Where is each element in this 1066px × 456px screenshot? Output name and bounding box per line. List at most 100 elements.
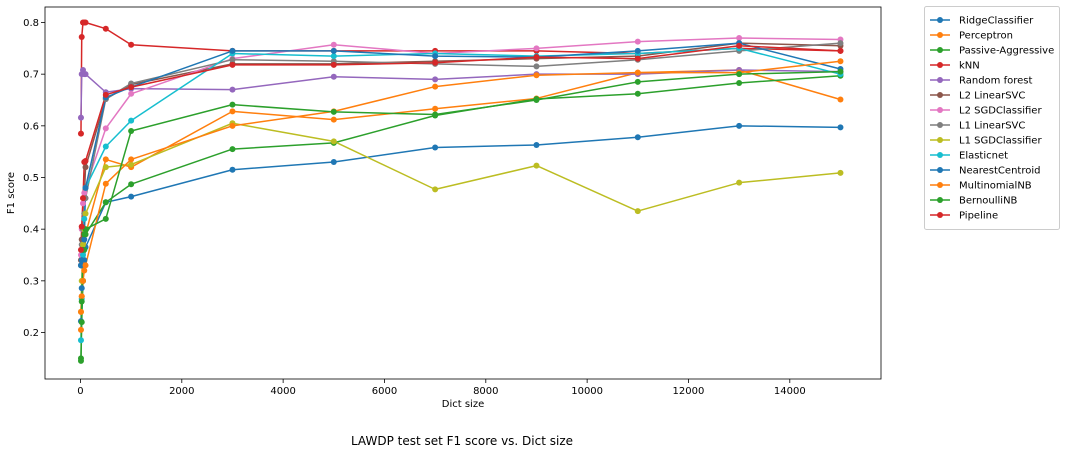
- data-point: [330, 73, 337, 80]
- legend-entry: L1 SGDClassifier: [959, 136, 1042, 147]
- data-point: [634, 69, 641, 76]
- series-line-8: [80, 122, 841, 312]
- data-point: [533, 45, 540, 52]
- legend-swatch-marker: [937, 137, 943, 143]
- legend-entry: Perceptron: [959, 31, 1013, 42]
- data-point: [837, 68, 844, 75]
- legend[interactable]: RidgeClassifier Perceptron Passive-Aggress…: [924, 6, 1064, 238]
- data-point: [128, 117, 135, 124]
- legend-entry: NearestCentroid: [959, 166, 1040, 177]
- data-point: [533, 97, 540, 103]
- legend-swatch-marker: [937, 197, 943, 203]
- data-point: [80, 252, 86, 258]
- data-point: [102, 25, 109, 32]
- data-point: [330, 53, 337, 60]
- legend-swatch-marker: [937, 62, 943, 68]
- data-point: [80, 241, 86, 248]
- data-point: [634, 134, 641, 141]
- data-point: [80, 277, 86, 284]
- data-point: [102, 143, 109, 150]
- plot-area-frame: [44, 6, 882, 380]
- data-point: [102, 91, 109, 98]
- data-point: [229, 166, 236, 173]
- data-point: [634, 208, 641, 215]
- data-point: [78, 285, 85, 292]
- figure-caption: LAWDP test set F1 score vs. Dict size: [350, 434, 574, 448]
- legend-entry: Elasticnet: [959, 151, 1008, 162]
- data-point: [634, 47, 641, 54]
- data-point: [837, 124, 844, 131]
- data-point: [128, 161, 135, 168]
- data-point: [78, 293, 85, 300]
- data-point: [128, 84, 135, 91]
- series-lines: [80, 21, 841, 361]
- data-point: [432, 53, 439, 60]
- data-point: [229, 47, 236, 54]
- data-point: [78, 33, 85, 40]
- data-point: [330, 47, 337, 54]
- data-point: [736, 42, 743, 49]
- data-point: [533, 141, 540, 148]
- data-point: [80, 200, 86, 207]
- data-point: [128, 128, 135, 134]
- data-point: [81, 267, 88, 274]
- data-point: [837, 96, 844, 103]
- data-point: [128, 181, 135, 188]
- data-point: [128, 90, 135, 97]
- y-tick-label: 0.7: [23, 70, 39, 81]
- data-point: [82, 262, 89, 269]
- data-point: [128, 156, 135, 163]
- data-point: [634, 38, 641, 45]
- x-tick-label: 2000: [169, 386, 194, 397]
- data-point: [80, 195, 86, 202]
- legend-swatch-marker: [937, 17, 943, 23]
- data-point: [82, 71, 89, 78]
- legend-entry: Passive-Aggressive: [959, 46, 1054, 57]
- data-point: [432, 144, 439, 151]
- legend-entry: Pipeline: [959, 211, 998, 222]
- x-tick-label: 6000: [372, 386, 397, 397]
- data-point: [533, 162, 540, 169]
- data-point: [128, 41, 135, 48]
- legend-entry: L2 SGDClassifier: [959, 106, 1042, 117]
- data-point: [81, 215, 88, 222]
- legend-entry: L1 LinearSVC: [959, 121, 1025, 132]
- data-point: [432, 186, 439, 193]
- data-point: [736, 71, 743, 78]
- x-tick-label: 8000: [473, 386, 498, 397]
- data-point: [432, 83, 439, 90]
- data-point: [736, 79, 743, 86]
- y-tick-label: 0.5: [23, 173, 39, 184]
- y-tick-label: 0.6: [23, 121, 39, 132]
- data-point: [533, 54, 540, 61]
- data-point: [77, 326, 84, 333]
- legend-swatch-marker: [937, 167, 943, 173]
- data-point: [634, 90, 641, 97]
- legend-swatch-marker: [937, 152, 943, 158]
- x-axis-label: Dict size: [442, 399, 484, 410]
- y-tick-label: 0.2: [23, 328, 39, 339]
- data-point: [102, 180, 109, 187]
- data-point: [81, 231, 88, 238]
- data-point: [77, 114, 84, 121]
- data-point: [102, 164, 109, 171]
- data-point: [837, 58, 844, 65]
- y-tick-label: 0.3: [23, 276, 39, 287]
- legend-frame: [924, 6, 1060, 230]
- series-line-1: [80, 69, 841, 330]
- legend-entry: L2 LinearSVC: [959, 91, 1025, 102]
- data-point: [330, 41, 337, 48]
- legend-entry: BernoulliNB: [959, 196, 1018, 207]
- data-point: [77, 337, 84, 344]
- data-point: [102, 215, 109, 222]
- data-point: [432, 111, 439, 118]
- data-point: [432, 59, 439, 66]
- data-point: [82, 19, 89, 26]
- y-axis-label: F1 score: [6, 172, 17, 214]
- data-point: [432, 105, 439, 112]
- data-point: [102, 199, 109, 206]
- data-point: [229, 101, 236, 108]
- data-point: [837, 40, 844, 47]
- data-point: [77, 262, 84, 269]
- data-point: [82, 210, 89, 217]
